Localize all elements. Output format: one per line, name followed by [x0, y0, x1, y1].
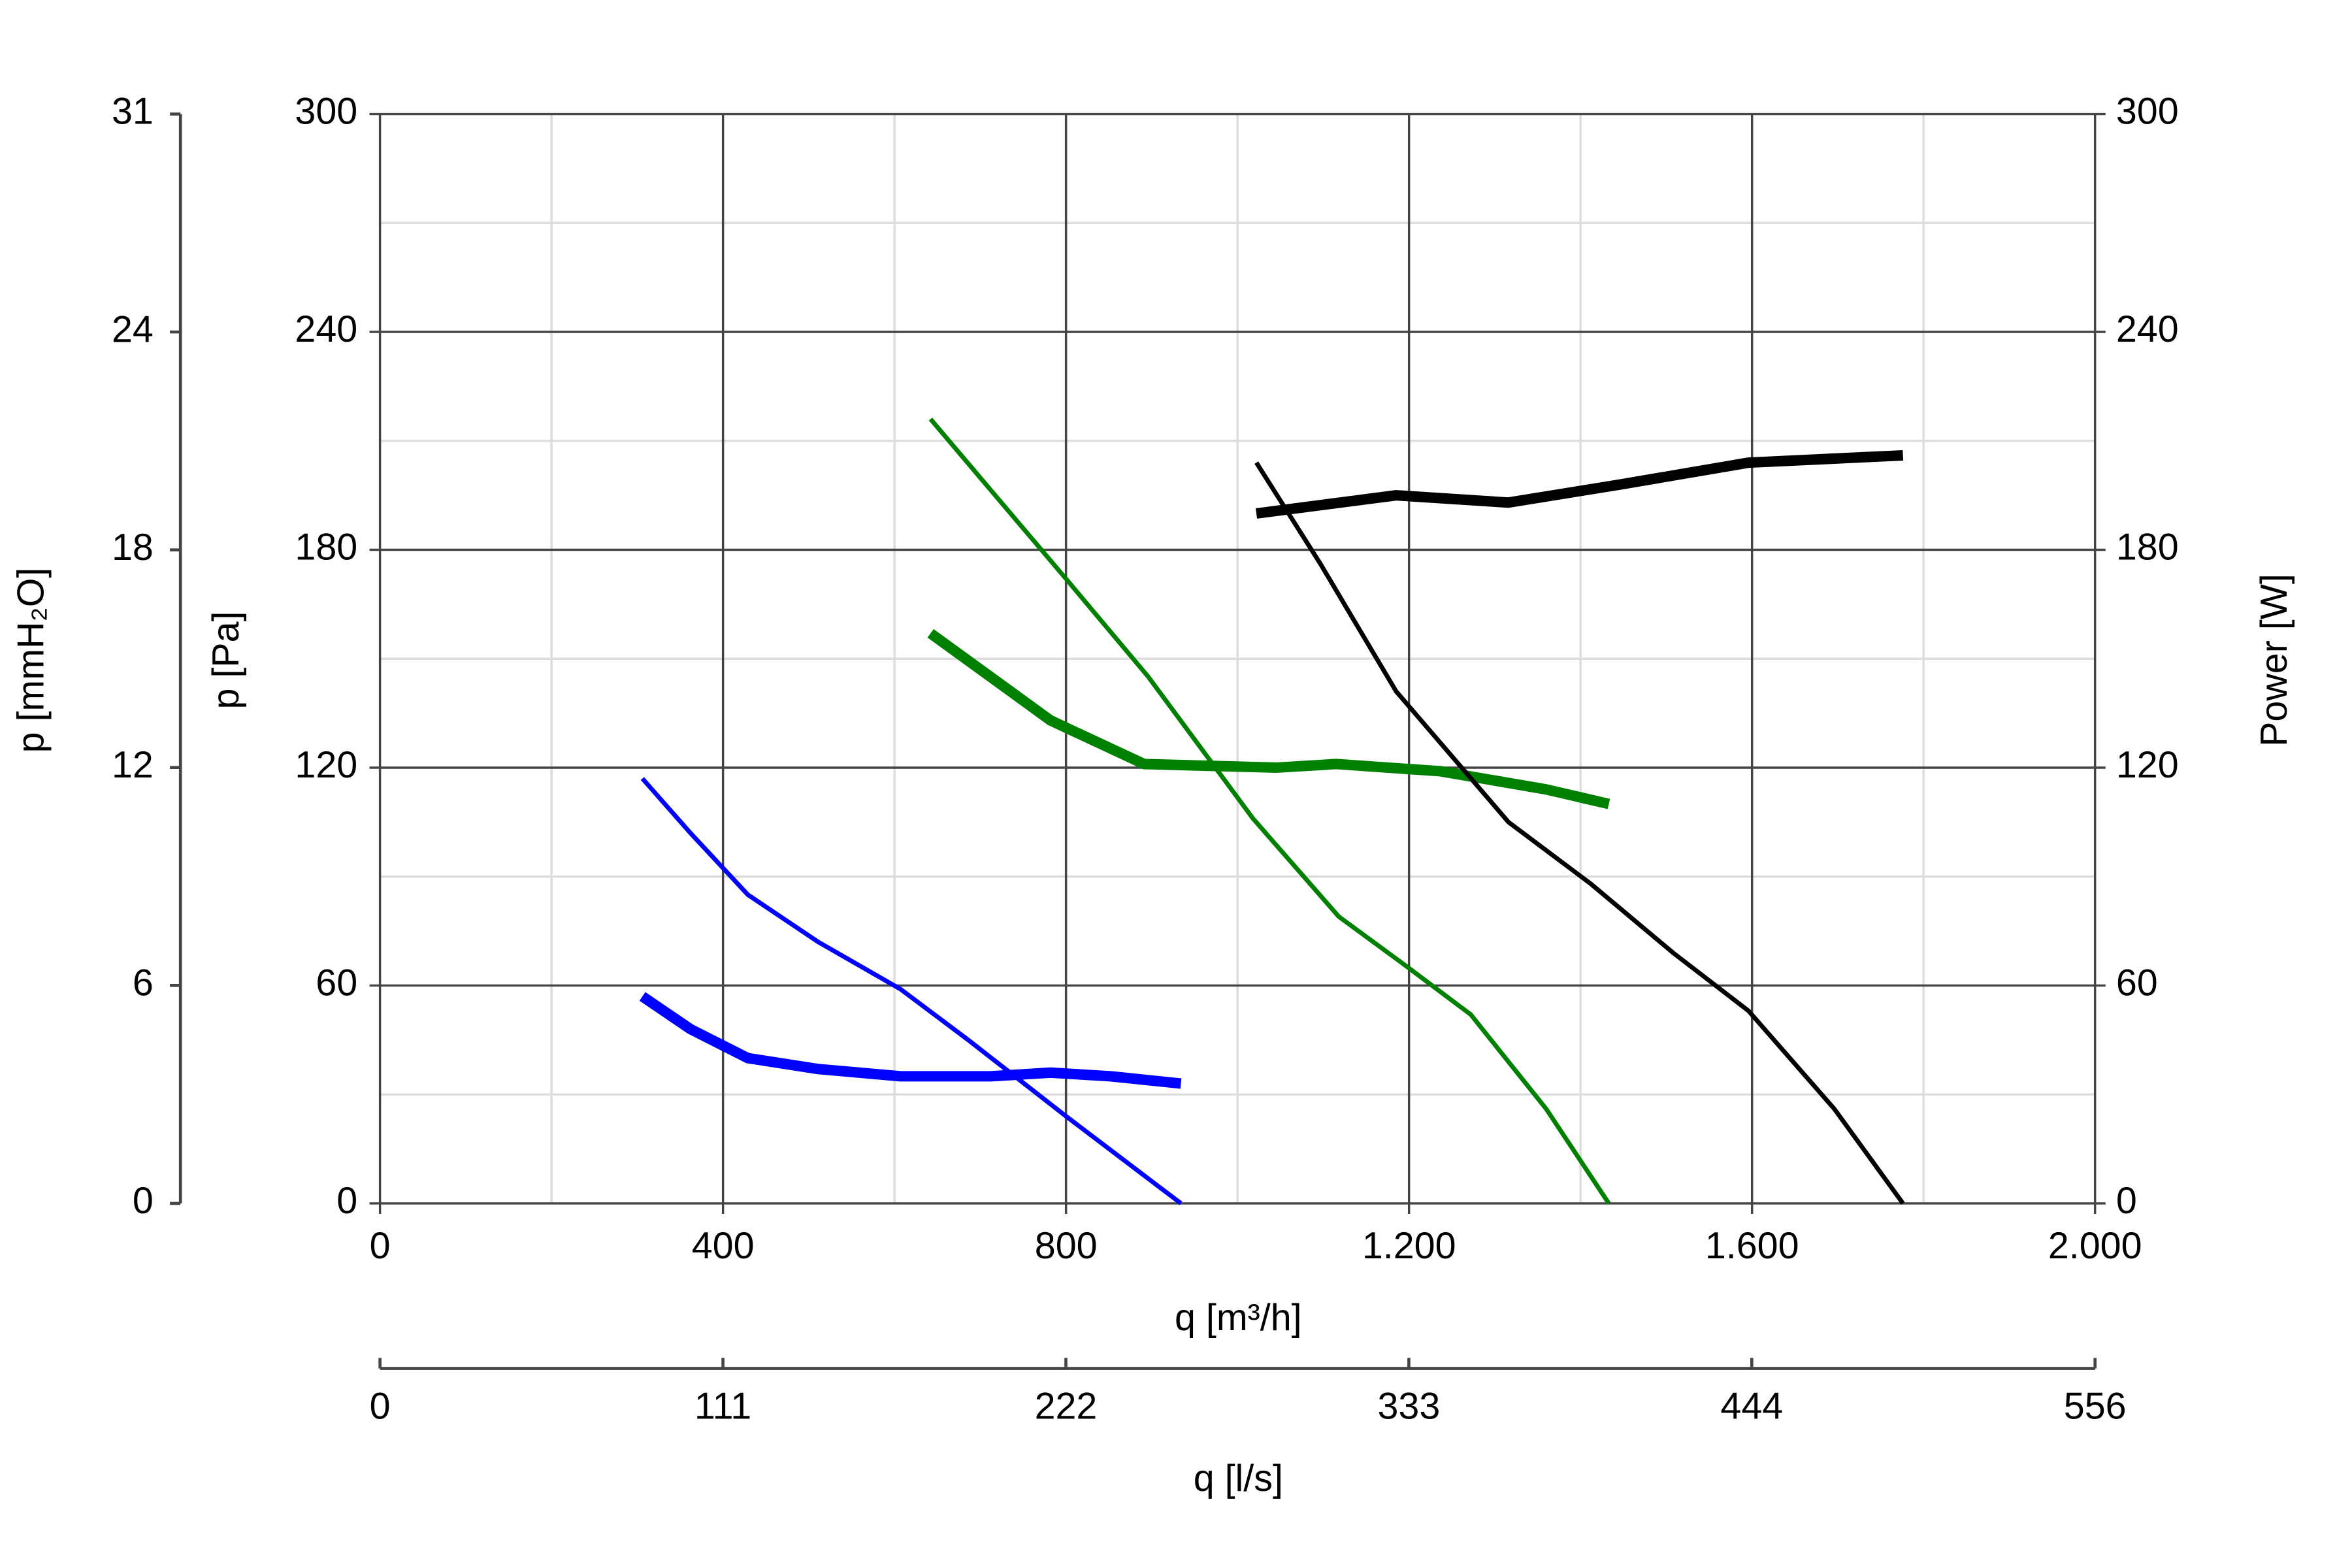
x2-tick-label: 222 — [1035, 1386, 1098, 1428]
x2-tick-label: 556 — [2064, 1386, 2127, 1428]
x-tick-label: 1.200 — [1362, 1225, 1456, 1267]
x-tick-label: 2.000 — [2048, 1225, 2142, 1267]
y3-tick-label: 0 — [133, 1180, 154, 1222]
pressure-curve — [640, 777, 1183, 1205]
y-tick-label: 180 — [295, 527, 357, 568]
x2-tick-label: 0 — [370, 1386, 391, 1428]
power-curve — [639, 992, 1182, 1089]
y3-tick-label: 6 — [133, 962, 154, 1004]
y2-tick-label: 60 — [2116, 962, 2158, 1004]
y3-tick-label: 12 — [112, 744, 154, 786]
x-tick-label: 1.600 — [1705, 1225, 1799, 1267]
x-tick-label: 800 — [1035, 1225, 1098, 1267]
x2-tick-label: 111 — [694, 1386, 751, 1428]
y3-axis-label: p [mmH₂O] — [10, 568, 52, 753]
y-axis-label: p [Pa] — [205, 612, 247, 710]
x-tick-label: 0 — [370, 1225, 391, 1267]
y3-tick-label: 24 — [112, 308, 154, 350]
y-tick-label: 120 — [295, 744, 357, 786]
pressure-curve — [928, 417, 1611, 1205]
y-tick-label: 0 — [336, 1180, 357, 1222]
x-tick-label: 400 — [692, 1225, 755, 1267]
y-tick-label: 300 — [295, 91, 357, 133]
y2-tick-label: 180 — [2116, 527, 2179, 568]
y2-axis-label: Power [W] — [2253, 574, 2295, 747]
y3-tick-label: 18 — [112, 527, 154, 568]
y3-tick-label: 31 — [112, 91, 154, 133]
power-curve — [927, 629, 1610, 809]
y-tick-label: 60 — [316, 962, 357, 1004]
x-axis-label: q [m³/h] — [1175, 1297, 1302, 1339]
x2-axis-label: q [l/s] — [1194, 1458, 1283, 1499]
x2-tick-label: 444 — [1720, 1386, 1783, 1428]
pressure-curve — [1254, 461, 1905, 1205]
y2-tick-label: 0 — [2116, 1180, 2137, 1222]
y2-tick-label: 300 — [2116, 91, 2179, 133]
power-curve — [1256, 449, 1904, 519]
y-tick-label: 240 — [295, 308, 357, 350]
y2-tick-label: 240 — [2116, 308, 2179, 350]
y2-tick-label: 120 — [2116, 744, 2179, 786]
x2-tick-label: 333 — [1377, 1386, 1440, 1428]
